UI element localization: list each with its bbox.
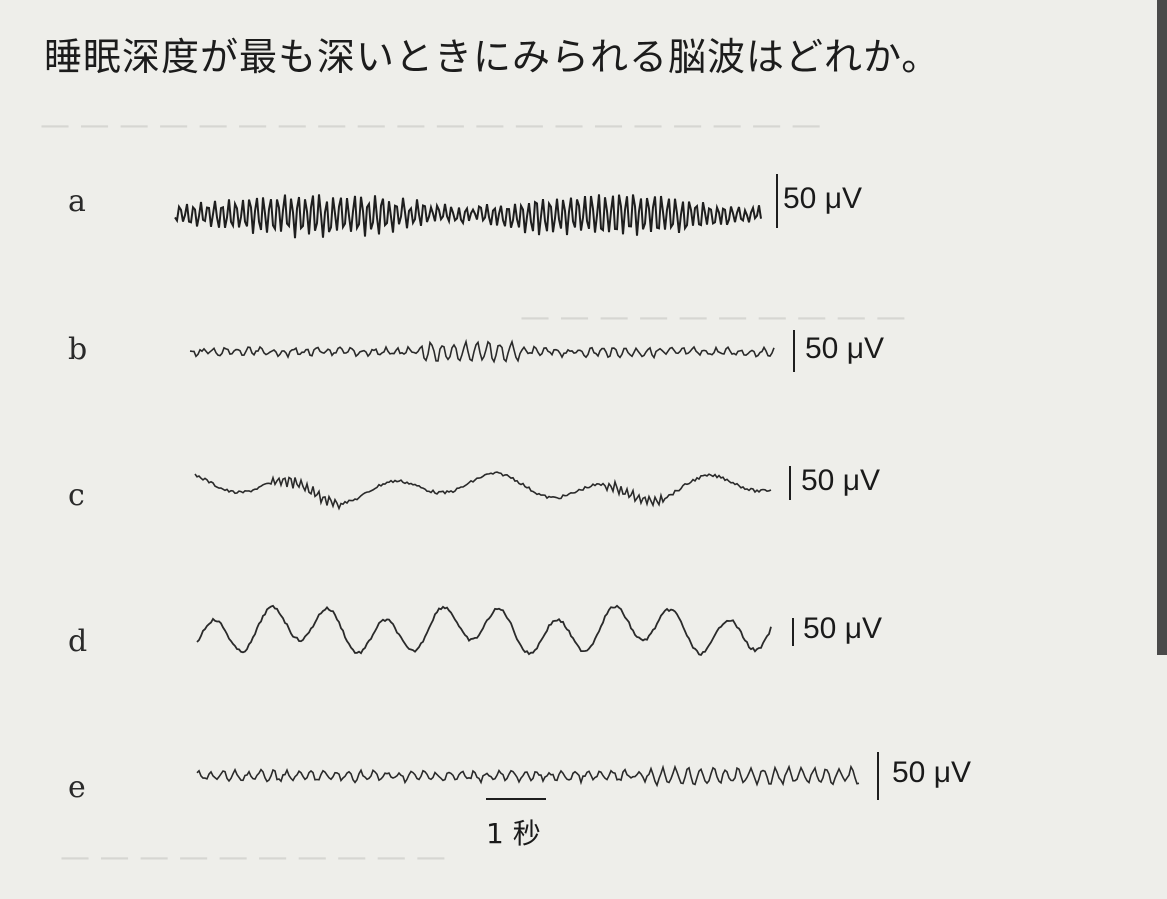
time-scale-label: 1 秒 <box>486 817 541 850</box>
option-letter-a: a <box>68 184 86 219</box>
bleed-through-text: — — — — — — — — — — — — — — — — — — — — <box>40 108 822 143</box>
amplitude-label-a: 50 μV <box>783 182 862 215</box>
amplitude-label-c: 50 μV <box>801 464 880 497</box>
eeg-trace-a <box>174 194 762 239</box>
bleed-through-text: — — — — — — — — — — <box>520 300 906 335</box>
eeg-trace-d <box>196 604 772 657</box>
amplitude-label-e: 50 μV <box>892 756 971 789</box>
eeg-trace-b <box>189 338 775 364</box>
eeg-trace-c <box>194 471 772 511</box>
question-text: 睡眠深度が最も深いときにみられる脳波はどれか。 <box>44 35 941 79</box>
option-letter-c: c <box>68 478 85 513</box>
option-letter-d: d <box>68 624 88 659</box>
amplitude-label-d: 50 μV <box>803 612 882 645</box>
option-letter-b: b <box>68 332 88 367</box>
option-letter-e: e <box>68 770 86 805</box>
page-edge-shadow <box>1157 0 1167 655</box>
bleed-through-text: — — — — — — — — — — <box>60 840 446 875</box>
eeg-trace-e <box>196 764 860 788</box>
amplitude-label-b: 50 μV <box>805 332 884 365</box>
